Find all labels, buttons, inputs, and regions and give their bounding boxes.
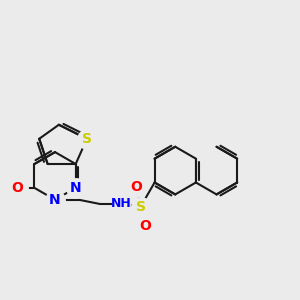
Text: O: O [139,219,151,233]
Text: N: N [70,181,82,195]
Text: S: S [82,132,92,146]
Text: NH: NH [111,197,131,211]
Text: S: S [136,200,146,214]
Text: O: O [12,181,23,195]
Text: N: N [49,193,61,207]
Text: O: O [130,180,142,194]
